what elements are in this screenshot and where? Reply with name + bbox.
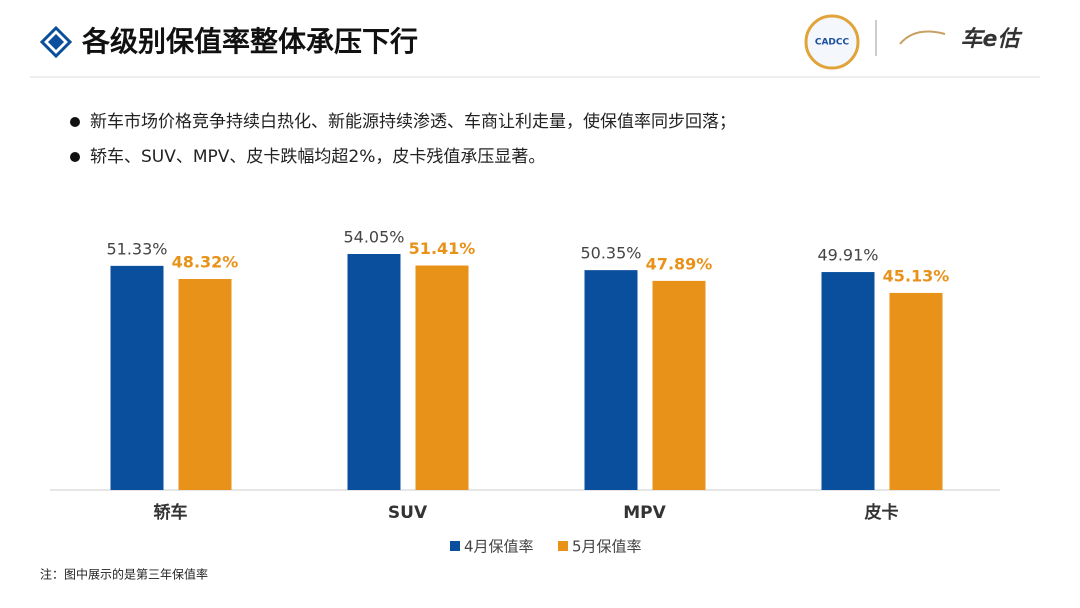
title-icon-inner <box>48 34 64 50</box>
bar <box>652 280 706 490</box>
logo-badge <box>804 14 860 70</box>
bar <box>415 265 469 490</box>
title-icon <box>39 25 73 59</box>
x-tick-label: SUV <box>388 503 428 523</box>
bullet-dot <box>70 152 80 162</box>
value-label: 50.35% <box>580 244 641 263</box>
legend-label: 4月保值率 <box>464 538 534 556</box>
legend-swatch <box>558 541 568 551</box>
slide-title: 各级别保值率整体承压下行 <box>81 25 418 58</box>
legend-swatch <box>450 541 460 551</box>
bar <box>889 292 943 490</box>
value-label: 49.91% <box>817 246 878 265</box>
legend-label: 5月保值率 <box>572 538 642 556</box>
logo-org: CADCC <box>815 38 850 48</box>
bar <box>347 253 401 490</box>
x-tick-label: 轿车 <box>154 502 188 523</box>
bar <box>584 270 638 490</box>
value-label: 45.13% <box>883 266 950 285</box>
value-label: 51.33% <box>106 239 167 258</box>
value-label: 48.32% <box>172 253 239 272</box>
bullet-text: 新车市场价格竞争持续白热化、新能源持续渗透、车商让利走量，使保值率同步回落； <box>90 111 736 132</box>
bar <box>110 265 164 490</box>
logo-swoosh <box>899 30 946 45</box>
value-label: 51.41% <box>409 239 476 258</box>
bullet-dot <box>70 117 80 127</box>
bullet-text: 轿车、SUV、MPV、皮卡跌幅均超2%，皮卡残值承压显著。 <box>90 147 545 167</box>
bar <box>821 272 875 490</box>
value-label: 54.05% <box>343 227 404 246</box>
value-label: 47.89% <box>646 254 713 273</box>
footnote: 注：图中展示的是第三年保值率 <box>40 567 208 582</box>
x-tick-label: MPV <box>623 503 666 523</box>
bar <box>178 279 232 490</box>
logo-brand: 车e估 <box>961 26 1024 52</box>
x-tick-label: 皮卡 <box>865 502 899 523</box>
